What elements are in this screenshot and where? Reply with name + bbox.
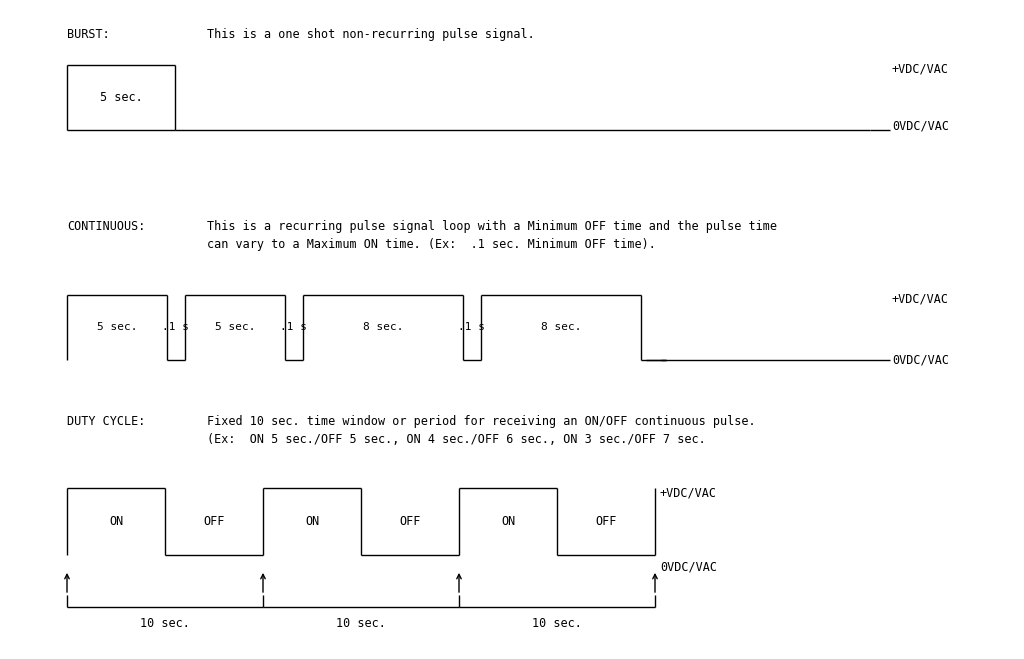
Text: 5 sec.: 5 sec.	[99, 91, 142, 104]
Text: This is a one shot non-recurring pulse signal.: This is a one shot non-recurring pulse s…	[207, 28, 535, 41]
Text: 0VDC/VAC: 0VDC/VAC	[892, 119, 949, 132]
Text: 8 sec.: 8 sec.	[362, 322, 403, 333]
Text: ON: ON	[501, 515, 515, 528]
Text: OFF: OFF	[595, 515, 616, 528]
Text: Fixed 10 sec. time window or period for receiving an ON/OFF continuous pulse.: Fixed 10 sec. time window or period for …	[207, 415, 756, 428]
Text: +VDC/VAC: +VDC/VAC	[892, 293, 949, 306]
Text: 10 sec.: 10 sec.	[336, 617, 386, 630]
Text: 10 sec.: 10 sec.	[532, 617, 582, 630]
Text: 0VDC/VAC: 0VDC/VAC	[892, 353, 949, 366]
Text: BURST:: BURST:	[67, 28, 110, 41]
Text: ON: ON	[305, 515, 319, 528]
Text: +VDC/VAC: +VDC/VAC	[892, 63, 949, 76]
Text: ON: ON	[109, 515, 123, 528]
Text: .1 s: .1 s	[281, 322, 307, 333]
Text: 5 sec.: 5 sec.	[215, 322, 255, 333]
Text: (Ex:  ON 5 sec./OFF 5 sec., ON 4 sec./OFF 6 sec., ON 3 sec./OFF 7 sec.: (Ex: ON 5 sec./OFF 5 sec., ON 4 sec./OFF…	[207, 433, 706, 446]
Text: OFF: OFF	[204, 515, 224, 528]
Text: .1 s: .1 s	[163, 322, 189, 333]
Text: 8 sec.: 8 sec.	[541, 322, 582, 333]
Text: DUTY CYCLE:: DUTY CYCLE:	[67, 415, 145, 428]
Text: +VDC/VAC: +VDC/VAC	[660, 486, 717, 499]
Text: This is a recurring pulse signal loop with a Minimum OFF time and the pulse time: This is a recurring pulse signal loop wi…	[207, 220, 777, 233]
Text: .1 s: .1 s	[459, 322, 485, 333]
Text: 0VDC/VAC: 0VDC/VAC	[660, 560, 717, 573]
Text: CONTINUOUS:: CONTINUOUS:	[67, 220, 145, 233]
Text: can vary to a Maximum ON time. (Ex:  .1 sec. Minimum OFF time).: can vary to a Maximum ON time. (Ex: .1 s…	[207, 238, 656, 251]
Text: 10 sec.: 10 sec.	[140, 617, 189, 630]
Text: OFF: OFF	[399, 515, 421, 528]
Text: 5 sec.: 5 sec.	[96, 322, 137, 333]
